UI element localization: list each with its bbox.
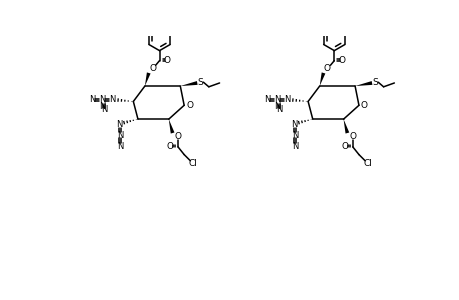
Text: N: N (99, 95, 106, 104)
Text: S: S (197, 78, 203, 87)
Text: N: N (109, 95, 116, 104)
Text: O: O (341, 142, 348, 152)
Text: N: N (117, 131, 123, 140)
Text: Cl: Cl (363, 159, 372, 168)
Text: N: N (116, 120, 123, 129)
Polygon shape (180, 81, 197, 86)
Polygon shape (145, 72, 150, 86)
Text: N: N (89, 95, 95, 104)
Text: N: N (275, 105, 281, 114)
Text: N: N (291, 131, 297, 140)
Polygon shape (319, 72, 325, 86)
Text: N: N (101, 105, 107, 114)
Text: N: N (284, 95, 290, 104)
Text: N: N (274, 95, 280, 104)
Text: N: N (117, 142, 123, 151)
Text: N: N (99, 102, 106, 111)
Text: O: O (163, 56, 170, 65)
Text: O: O (174, 132, 181, 141)
Text: O: O (338, 56, 345, 65)
Text: O: O (167, 142, 174, 152)
Text: O: O (149, 64, 156, 73)
Polygon shape (168, 119, 174, 134)
Text: N: N (263, 95, 270, 104)
Text: O: O (323, 64, 330, 73)
Text: Cl: Cl (189, 159, 197, 168)
Text: N: N (291, 142, 297, 151)
Text: O: O (360, 101, 367, 110)
Text: N: N (291, 120, 297, 129)
Text: O: O (185, 101, 193, 110)
Polygon shape (354, 81, 372, 86)
Polygon shape (343, 119, 348, 134)
Text: S: S (371, 78, 377, 87)
Text: N: N (274, 102, 280, 111)
Text: O: O (348, 132, 356, 141)
